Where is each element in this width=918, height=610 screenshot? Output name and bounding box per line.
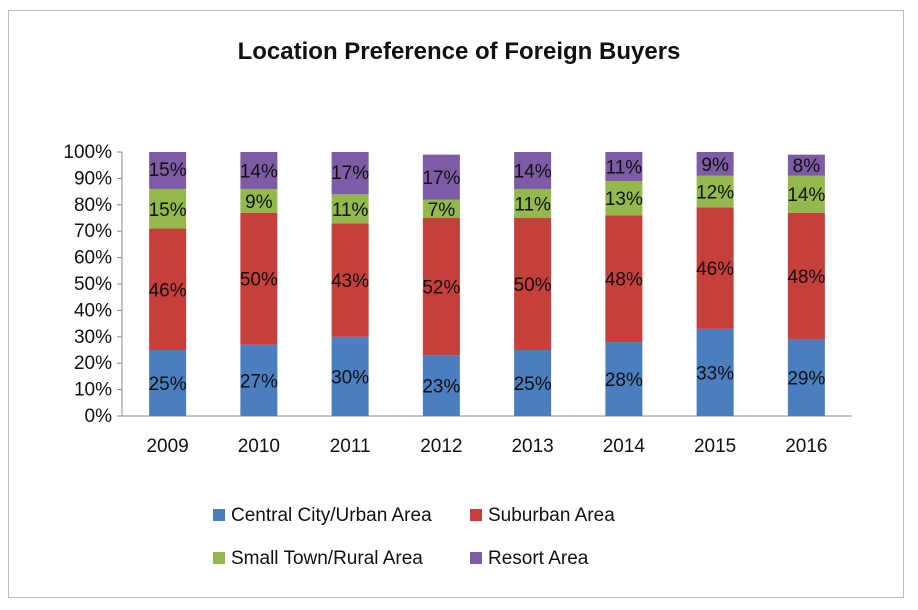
data-label: 11% [332,200,369,221]
bar-segment [605,181,643,216]
data-label: 48% [605,270,643,291]
data-label: 11% [514,194,551,215]
x-tick-label: 2010 [238,436,280,457]
data-label: 43% [331,271,369,292]
data-label: 46% [149,280,187,301]
data-label: 12% [696,183,734,204]
y-tick-label: 30% [74,327,112,348]
x-tick-label: 2016 [785,436,827,457]
y-tick-label: 10% [74,380,112,401]
y-tick-label: 100% [63,142,112,163]
bar-segment [696,328,734,416]
legend-label: Small Town/Rural Area [231,548,423,569]
bar-segment [787,175,825,213]
data-label: 52% [422,278,460,299]
x-tick-label: 2015 [694,436,736,457]
data-label: 15% [149,200,187,221]
bar-segment [514,350,552,416]
y-tick-label: 60% [74,248,112,269]
bar-segment [149,188,187,229]
bar-segment [787,154,825,176]
x-tick-label: 2012 [420,436,462,457]
y-tick-label: 20% [74,353,112,374]
bar-segment [149,228,187,350]
data-label: 48% [787,267,825,288]
y-tick-label: 0% [85,406,113,427]
y-tick-label: 90% [74,168,112,189]
bar-segment [514,218,552,350]
data-label: 14% [787,185,825,206]
bar-segment [422,199,460,218]
y-tick-label: 50% [74,274,112,295]
chart-legend: Central City/Urban Area Suburban Area Smal… [213,505,615,569]
data-labels: 25% 46% 15% 15% 27% 50% 9% 14% 30% 43% 11% 17% 23% 52… [149,155,826,398]
legend-swatch [213,509,225,521]
data-label: 14% [240,161,278,182]
data-label: 13% [605,189,643,210]
data-label: 9% [701,155,729,176]
data-label: 11% [606,158,643,179]
data-label: 15% [149,160,187,181]
bar-segment [149,152,187,189]
data-label: 9% [245,192,273,213]
x-tick-label: 2011 [330,436,371,457]
bar-segment [240,344,278,416]
bar-segment [240,152,278,189]
bar-segment [514,152,552,189]
data-label: 17% [331,163,369,184]
legend-label: Resort Area [488,548,589,569]
legend-swatch [213,552,225,564]
bar-segment [331,336,369,416]
bar-segment [605,152,643,182]
data-label: 25% [514,374,552,395]
data-label: 25% [149,374,187,395]
data-label: 46% [696,259,734,280]
x-tick-label: 2013 [511,436,553,457]
bar-segment [696,152,734,176]
bar-segment [331,152,369,195]
chart-title: Location Preference of Foreign Buyers [237,38,681,65]
bar-segment [787,212,825,340]
bar-segment [422,154,460,200]
bar-segment [422,218,460,356]
data-label: 33% [696,363,734,384]
data-label: 17% [422,168,460,189]
bar-segment [422,355,460,416]
x-tick-label: 2009 [146,436,188,457]
data-label: 27% [240,371,278,392]
data-label: 23% [422,377,460,398]
bar-segment [240,188,278,213]
legend-swatch [470,552,482,564]
legend-swatch [470,509,482,521]
y-tick-label: 70% [74,221,112,242]
legend-label: Central City/Urban Area [231,505,432,526]
chart-axes: 0% 10% 20% 30% 40% 50% 60% 70% 80% 90% 100% 2009 201… [63,142,852,457]
data-label: 28% [605,370,643,391]
x-tick-label: 2014 [603,436,646,457]
data-label: 14% [514,161,552,182]
bar-segment [149,350,187,416]
legend-label: Suburban Area [488,505,615,526]
bar-segment [696,207,734,329]
y-tick-label: 80% [74,195,112,216]
y-tick-label: 40% [74,300,112,321]
bar-segment [331,194,369,224]
bar-segment [240,212,278,345]
data-label: 29% [787,369,825,390]
bar-segment [605,342,643,416]
data-label: 7% [428,200,456,221]
data-label: 8% [793,156,821,177]
bar-segment [331,223,369,337]
bar-segment [787,339,825,416]
data-label: 50% [514,275,552,296]
bar-segment [605,215,643,343]
data-label: 30% [331,367,369,388]
chart-bars [149,152,825,416]
data-label: 50% [240,270,278,291]
bar-segment [696,175,734,208]
bar-segment [514,188,552,218]
